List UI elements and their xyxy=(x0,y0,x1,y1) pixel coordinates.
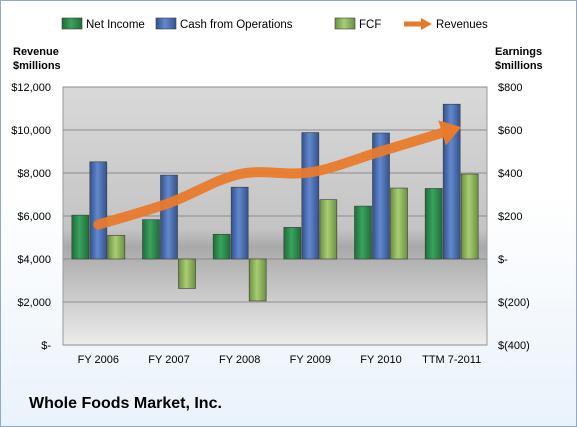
legend-label-fcf: FCF xyxy=(359,19,381,31)
left-axis-title: Revenue xyxy=(13,46,59,58)
left-axis: $- $2,000 $4,000 $6,000 $8,000 $10,000 $12,000 xyxy=(11,82,51,352)
bar-net-income xyxy=(212,233,231,260)
revenue-line xyxy=(93,120,462,230)
bar-fcf xyxy=(460,173,479,260)
bar-net-income xyxy=(424,188,443,260)
left-axis-title: $millions xyxy=(13,60,61,72)
right-tick-label: $400 xyxy=(498,168,522,180)
left-tick-label: $4,000 xyxy=(17,254,51,266)
left-tick-label: $6,000 xyxy=(17,211,51,223)
bar-fcf xyxy=(319,199,338,260)
bar-net-income xyxy=(142,219,160,260)
right-tick-label: $200 xyxy=(498,211,522,223)
bar-cash-from-operations xyxy=(160,174,178,260)
x-tick-label: FY 2008 xyxy=(219,354,260,366)
axis-headers: Revenue $millions Earnings $millions xyxy=(13,46,543,72)
legend-swatch-fcf xyxy=(334,17,356,30)
bars xyxy=(71,103,479,302)
bar-fcf xyxy=(248,258,267,302)
bar-fcf xyxy=(178,258,196,289)
right-tick-label: $(200) xyxy=(498,297,530,309)
right-tick-label: $- xyxy=(498,254,508,266)
x-tick-label: TTM 7-2011 xyxy=(422,354,481,366)
bar-net-income xyxy=(71,214,90,260)
right-axis-title: $millions xyxy=(495,60,543,72)
right-tick-label: $800 xyxy=(498,82,522,94)
right-tick-label: $600 xyxy=(498,125,522,137)
x-tick-label: FY 2007 xyxy=(148,354,189,366)
x-tick-label: FY 2009 xyxy=(290,354,331,366)
revenue-line-path xyxy=(93,125,457,230)
legend: Net Income Cash from Operations FCF Revenue… xyxy=(61,17,488,31)
bar-net-income xyxy=(283,227,302,260)
bar-fcf xyxy=(107,235,126,260)
left-tick-label: $2,000 xyxy=(17,297,51,309)
chart-title: Whole Foods Market, Inc. xyxy=(29,395,222,412)
bar-net-income xyxy=(354,205,372,260)
bar-cash-from-operations xyxy=(230,186,249,260)
legend-label-net-income: Net Income xyxy=(86,19,145,31)
x-tick-label: FY 2010 xyxy=(360,354,401,366)
left-tick-label: $- xyxy=(41,340,51,352)
legend-arrow-icon xyxy=(421,18,432,30)
right-axis: $(400) $(200) $- $200 $400 $600 $800 xyxy=(498,82,530,352)
bar-fcf xyxy=(390,187,408,260)
bar-cash-from-operations xyxy=(301,132,320,260)
bar-cash-from-operations xyxy=(372,132,390,260)
x-axis: FY 2006 FY 2007 FY 2008 FY 2009 FY 2010 TTM 7… xyxy=(78,354,482,366)
legend-swatch-net-income xyxy=(61,17,83,30)
revenue-arrowhead xyxy=(438,120,462,146)
x-tick-label: FY 2006 xyxy=(78,354,119,366)
bar-cash-from-operations xyxy=(89,161,108,260)
left-tick-label: $8,000 xyxy=(17,168,51,180)
left-tick-label: $12,000 xyxy=(11,82,51,94)
right-axis-title: Earnings xyxy=(495,46,542,58)
legend-label-cash-from-operations: Cash from Operations xyxy=(180,19,293,31)
left-tick-label: $10,000 xyxy=(11,125,51,137)
right-tick-label: $(400) xyxy=(498,340,530,352)
legend-swatch-cash-from-operations xyxy=(155,17,177,30)
legend-label-revenues: Revenues xyxy=(436,19,488,31)
